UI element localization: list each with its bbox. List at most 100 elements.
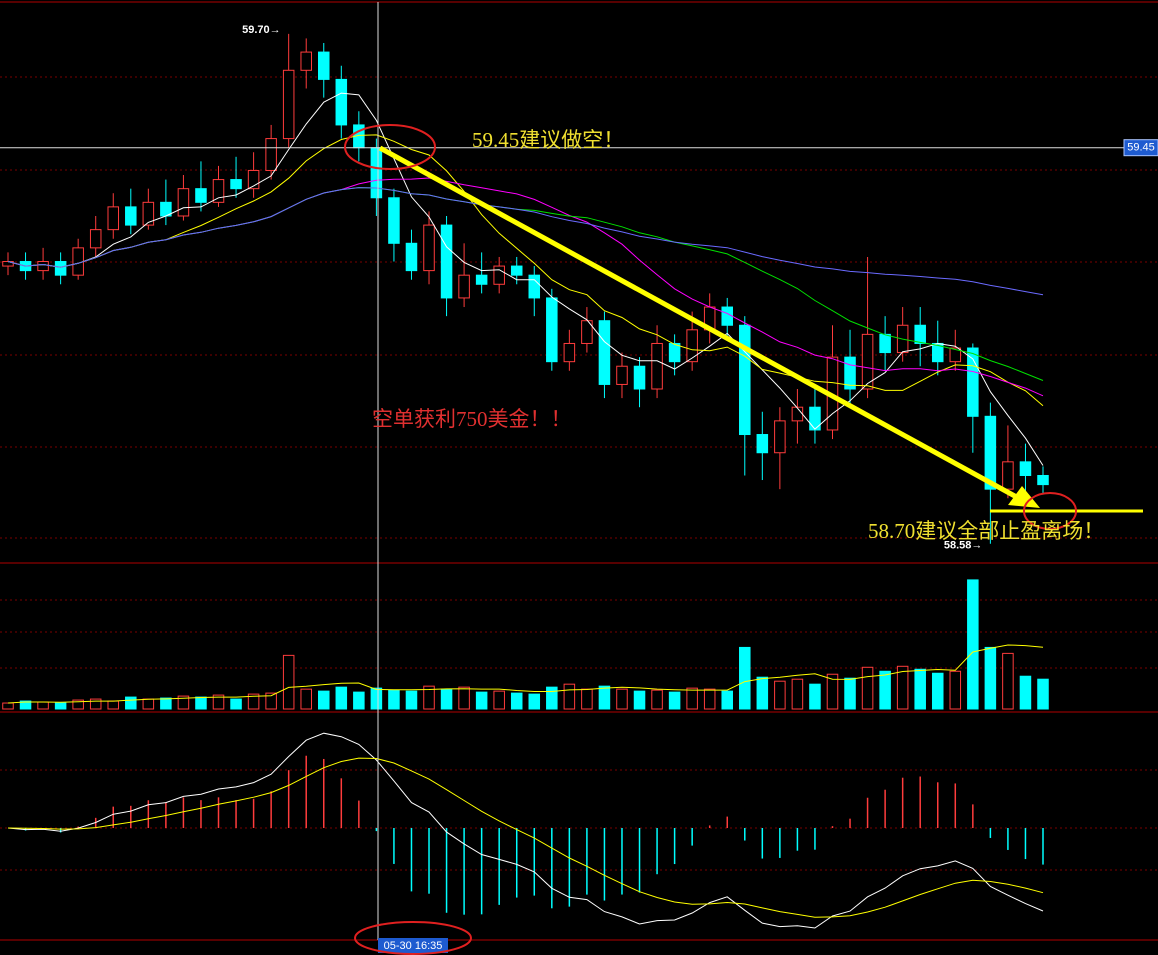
candle-body xyxy=(739,324,751,436)
volume-bar xyxy=(125,696,137,710)
candle-body xyxy=(475,274,488,285)
volume-bar xyxy=(19,700,32,710)
volume-average xyxy=(7,644,1044,704)
volume-bar xyxy=(844,677,856,710)
volume-bar xyxy=(265,692,277,710)
volume-bar xyxy=(826,673,839,710)
trend-arrow xyxy=(378,145,1024,503)
volume-bar xyxy=(300,688,312,710)
volume-bar xyxy=(949,670,962,710)
volume-bar xyxy=(160,697,172,710)
candle-body xyxy=(440,224,453,299)
volume-bar xyxy=(633,690,646,710)
volume-bar xyxy=(896,665,909,710)
candle-body xyxy=(791,406,804,422)
volume-bar xyxy=(721,690,733,710)
volume-bar xyxy=(230,698,242,710)
volume-bar xyxy=(581,688,593,710)
volume-bar xyxy=(651,689,663,710)
moving-average xyxy=(7,92,1044,466)
volume-bar xyxy=(528,693,541,710)
candle-body xyxy=(984,415,997,490)
annotation: 空单获利750美金！！ xyxy=(372,407,572,431)
volume-bar xyxy=(247,693,260,710)
volume-bar xyxy=(72,699,84,710)
volume-bar xyxy=(546,686,558,710)
candle-body xyxy=(142,201,155,226)
annotation: 59.45建议做空！ xyxy=(472,128,624,152)
candle-body xyxy=(1037,474,1049,486)
candle-body xyxy=(37,261,49,272)
time-tag: 05-30 16:35 xyxy=(384,940,443,952)
circle-exit xyxy=(1023,492,1077,530)
volume-bar xyxy=(791,678,804,710)
candle-body xyxy=(177,188,190,217)
candle-body xyxy=(809,406,821,431)
volume-bar xyxy=(423,685,435,710)
marks xyxy=(0,33,1158,929)
candle-body xyxy=(265,138,277,171)
volume-bar xyxy=(440,688,453,710)
volume-bar xyxy=(598,685,611,710)
volume-bar xyxy=(563,683,576,710)
volume-bar xyxy=(405,690,418,710)
candle-body xyxy=(230,179,242,190)
volume-bar xyxy=(107,700,120,710)
volume-bar xyxy=(318,690,330,710)
volume-bar xyxy=(984,646,997,710)
low-label: 58.58→ xyxy=(944,540,983,552)
volume-bar xyxy=(89,698,102,710)
volume-bar xyxy=(668,691,681,710)
volume-bar xyxy=(353,691,365,710)
candle-body xyxy=(686,329,698,363)
volume-bar xyxy=(861,666,874,710)
candle-body xyxy=(633,365,646,390)
volume-bar xyxy=(686,687,698,710)
arrow-head xyxy=(1008,486,1040,508)
candle-body xyxy=(493,265,505,285)
volume-bar xyxy=(1037,678,1049,710)
volume-bar xyxy=(774,680,786,710)
volume-bar xyxy=(931,672,944,710)
candle-body xyxy=(861,333,874,390)
volume-bar xyxy=(282,654,295,710)
candle-body xyxy=(528,274,541,299)
volume-bar xyxy=(1019,675,1032,710)
macd-dea xyxy=(7,757,1044,918)
circle-entry xyxy=(344,124,436,170)
circle-time xyxy=(354,921,472,955)
candle-body xyxy=(967,347,979,417)
volume-bar xyxy=(510,692,523,710)
volume-bar xyxy=(475,691,488,710)
candle-body xyxy=(405,242,418,272)
candle-body xyxy=(616,365,628,385)
candle-body xyxy=(1002,461,1014,490)
volume-bar xyxy=(177,695,190,710)
annotation: 58.70建议全部止盈离场！ xyxy=(868,519,1104,543)
candle-body xyxy=(335,78,348,126)
candle-body xyxy=(300,51,312,71)
candle-body xyxy=(1019,461,1032,476)
volume-bar xyxy=(809,683,821,710)
volume-bar xyxy=(703,688,716,710)
volume-bar xyxy=(142,698,155,710)
candle-body xyxy=(721,306,733,326)
volume-bar xyxy=(879,670,891,710)
candle-body xyxy=(423,224,435,272)
moving-average xyxy=(7,187,1044,296)
candle-body xyxy=(949,347,962,363)
volume-bar xyxy=(967,579,979,710)
candle-body xyxy=(107,206,120,231)
candle-body xyxy=(756,434,769,454)
candle-body xyxy=(195,188,207,203)
volume-bar xyxy=(335,686,348,710)
candle-body xyxy=(668,342,681,363)
moving-average xyxy=(7,134,1044,407)
macd-dif xyxy=(7,732,1044,929)
price-tag-box xyxy=(1123,139,1158,157)
volume-bar xyxy=(195,696,207,710)
candle-body xyxy=(914,324,926,344)
volume-bar xyxy=(739,646,751,710)
